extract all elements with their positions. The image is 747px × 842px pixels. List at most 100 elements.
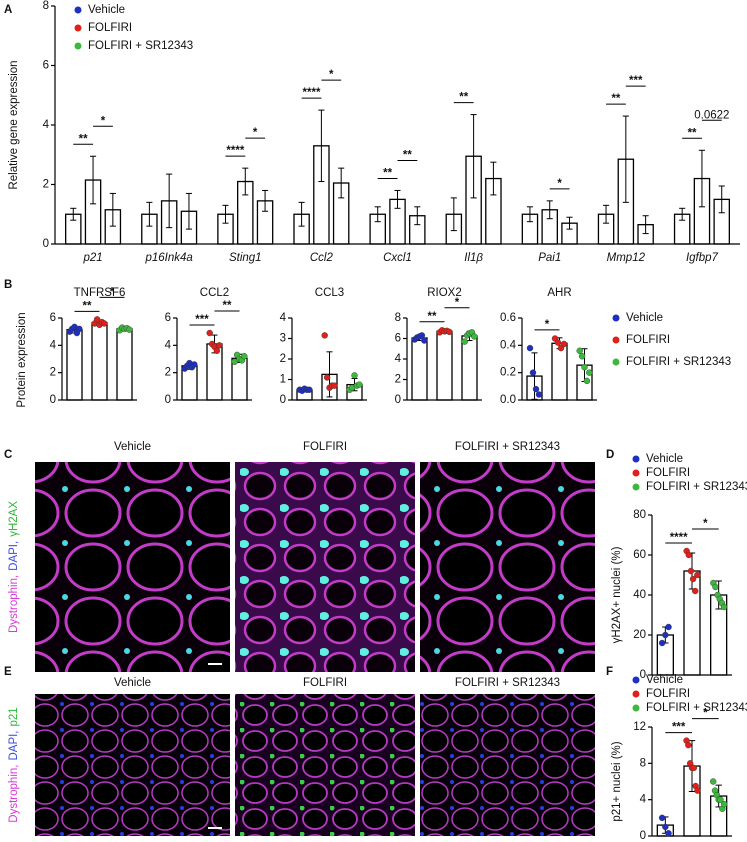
data-point — [554, 339, 562, 346]
y-tick-label: 60 — [633, 549, 646, 561]
significance-label: ** — [459, 92, 468, 104]
micrograph — [35, 462, 230, 672]
y-tick-label: 0 — [640, 830, 646, 842]
data-point — [581, 364, 588, 371]
significance-label: ** — [223, 300, 232, 312]
y-tick-label: 0.6 — [500, 312, 516, 324]
data-point — [76, 325, 83, 333]
legend-marker — [74, 42, 82, 50]
x-tick-label: Pai1 — [538, 252, 561, 264]
data-point — [418, 332, 426, 339]
legend-label: Vehicle — [626, 312, 663, 324]
significance-label: * — [455, 297, 460, 309]
significance-label: * — [110, 286, 115, 298]
legend-label: FOLFIRI + SR12343 — [646, 481, 747, 493]
data-point — [331, 382, 338, 389]
legend-marker — [632, 483, 640, 491]
micrograph — [420, 694, 595, 836]
significance-label: ** — [79, 133, 88, 145]
data-point — [690, 764, 698, 772]
data-point — [206, 329, 213, 337]
data-point — [665, 830, 672, 837]
y-tick-label: 4 — [165, 339, 172, 351]
data-point — [685, 741, 692, 749]
significance-label: **** — [303, 87, 321, 99]
column-title: Vehicle — [114, 677, 151, 689]
data-point — [216, 342, 223, 349]
data-point — [712, 583, 719, 591]
y-tick-label: 3 — [280, 333, 286, 345]
data-point — [321, 332, 328, 339]
legend-label: FOLFIRI — [626, 334, 670, 346]
bar — [551, 342, 568, 401]
x-tick-label: Cxcl1 — [383, 252, 412, 264]
data-point — [231, 358, 238, 365]
data-point — [717, 796, 724, 803]
bar — [461, 335, 478, 401]
y-axis-label: Relative gene expression — [8, 60, 20, 189]
legend-marker — [632, 676, 640, 684]
y-tick-label: 4 — [395, 353, 402, 365]
data-point — [692, 587, 699, 595]
bar — [411, 337, 428, 401]
panel-letter: E — [4, 666, 12, 678]
bar — [91, 322, 108, 401]
significance-label: ** — [383, 167, 392, 179]
y-tick-label: 0.2 — [500, 367, 516, 379]
data-point — [356, 381, 363, 388]
legend-label: FOLFIRI — [88, 22, 132, 34]
data-point — [529, 369, 537, 376]
y-tick-label: 4 — [640, 794, 647, 806]
data-point — [93, 316, 101, 323]
data-point — [101, 320, 108, 327]
y-tick-label: 6 — [395, 333, 401, 345]
data-point — [306, 386, 313, 393]
legend-marker — [612, 336, 620, 344]
y-tick-label: 2 — [395, 374, 401, 386]
data-point — [471, 333, 478, 340]
data-point — [583, 377, 591, 385]
stain-name: DAPI, — [8, 541, 20, 571]
y-tick-label: 12 — [633, 721, 646, 733]
bar — [66, 328, 83, 401]
y-tick-label: 80 — [633, 509, 646, 521]
y-axis-label: p21+ nuclei (%) — [611, 741, 623, 821]
stain-name: p21 — [8, 707, 20, 726]
y-tick-label: 2 — [280, 353, 286, 365]
significance-label: *** — [672, 722, 686, 734]
data-point — [694, 571, 701, 579]
y-tick-label: 2 — [43, 179, 49, 191]
data-point — [576, 347, 583, 354]
y-tick-label: 4 — [50, 339, 57, 351]
stain-name: Dystrophin, — [8, 765, 20, 823]
bar — [436, 330, 453, 401]
data-point — [213, 347, 221, 354]
subplot-title: RIOX2 — [427, 287, 462, 299]
column-title: FOLFIRI — [303, 677, 347, 689]
legend-marker — [632, 469, 640, 477]
data-point — [694, 787, 701, 794]
x-tick-label: Ccl2 — [310, 252, 334, 264]
data-point — [532, 385, 540, 393]
significance-label: ** — [611, 93, 620, 105]
y-tick-label: 0 — [395, 394, 401, 406]
stain-name: Dystrophin, — [8, 575, 20, 633]
legend-marker — [632, 690, 640, 698]
data-point — [687, 567, 695, 575]
panel-letter: C — [4, 449, 12, 461]
data-point — [461, 338, 468, 345]
y-tick-label: 6 — [43, 60, 49, 72]
legend-marker — [612, 314, 620, 322]
significance-label: * — [545, 319, 550, 331]
x-tick-label: Il1β — [464, 252, 483, 264]
significance-label: ** — [403, 149, 412, 161]
significance-label: * — [703, 518, 708, 530]
y-tick-label: 20 — [633, 629, 646, 641]
y-tick-label: 8 — [43, 0, 49, 12]
subplot-title: CCL3 — [315, 287, 344, 299]
legend-marker — [74, 6, 82, 14]
column-title: FOLFIRI — [303, 441, 347, 453]
data-point — [446, 328, 453, 336]
data-point — [526, 344, 534, 352]
